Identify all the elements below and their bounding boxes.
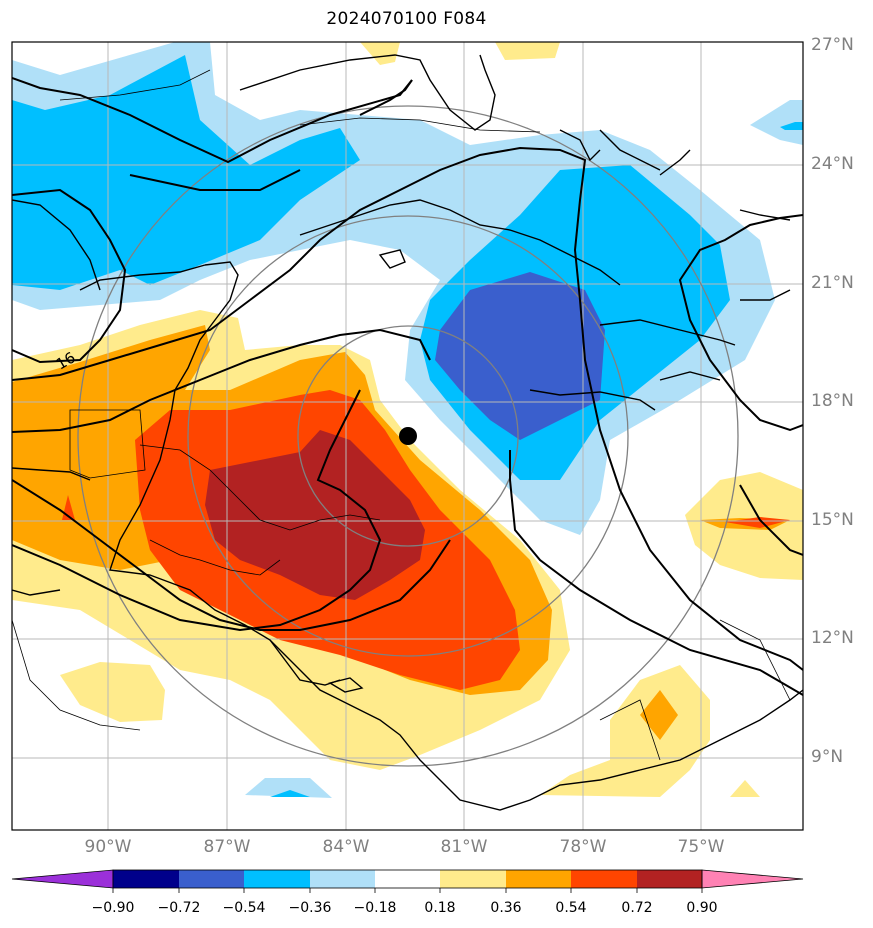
colorbar-bin (440, 870, 506, 888)
lon-label: 75°W (677, 837, 725, 857)
colorbar-tick-label: 0.90 (686, 900, 718, 916)
lon-label: 87°W (203, 837, 251, 857)
colorbar-bin (571, 870, 637, 888)
lat-label: 18°N (811, 391, 854, 411)
colorbar-bin (244, 870, 310, 888)
colorbar-tick-label: 0.72 (621, 900, 653, 916)
positive-anomaly-core (205, 430, 425, 600)
colorbar-bin (637, 870, 702, 888)
colorbar-bin (506, 870, 571, 888)
colorbar-tick-label: 0.36 (490, 900, 522, 916)
colorbar-frame (112, 869, 703, 889)
map-frame (11, 41, 804, 831)
colorbar-tick-label: −0.36 (288, 900, 332, 916)
colorbar-tick-label: −0.18 (353, 900, 397, 916)
lon-label: 81°W (440, 837, 488, 857)
lat-label: 15°N (811, 510, 854, 530)
colorbar-bin (375, 870, 440, 888)
height-contours (12, 77, 803, 696)
map-title: 2024070100 F084 (326, 9, 487, 29)
lon-label: 84°W (322, 837, 370, 857)
lon-label: 78°W (559, 837, 607, 857)
colorbar-bin (113, 870, 179, 888)
colorbar-tick-label: −0.90 (91, 900, 135, 916)
lat-label: 27°N (811, 35, 854, 55)
lat-label: 24°N (811, 154, 854, 174)
borders (12, 69, 791, 761)
lat-label: 12°N (811, 628, 854, 648)
negative-anomaly-core (435, 272, 605, 440)
colorbar-extend-low (11, 869, 114, 889)
lat-label: 9°N (811, 747, 844, 767)
lon-label: 90°W (84, 837, 132, 857)
colorbar-tick-label: −0.54 (222, 900, 266, 916)
colorbar-extend-high (701, 869, 804, 889)
colorbar (11, 869, 804, 893)
storm-center-marker (399, 427, 417, 445)
lat-label: 21°N (811, 273, 854, 293)
colorbar-tick-label: 0.18 (424, 900, 456, 916)
colorbar-tick-label: 0.54 (555, 900, 587, 916)
range-circles (77, 105, 739, 767)
colorbar-bin (179, 870, 244, 888)
map-area: 16 (12, 42, 803, 830)
colorbar-bin (310, 870, 375, 888)
colorbar-tick-label: −0.72 (157, 900, 201, 916)
